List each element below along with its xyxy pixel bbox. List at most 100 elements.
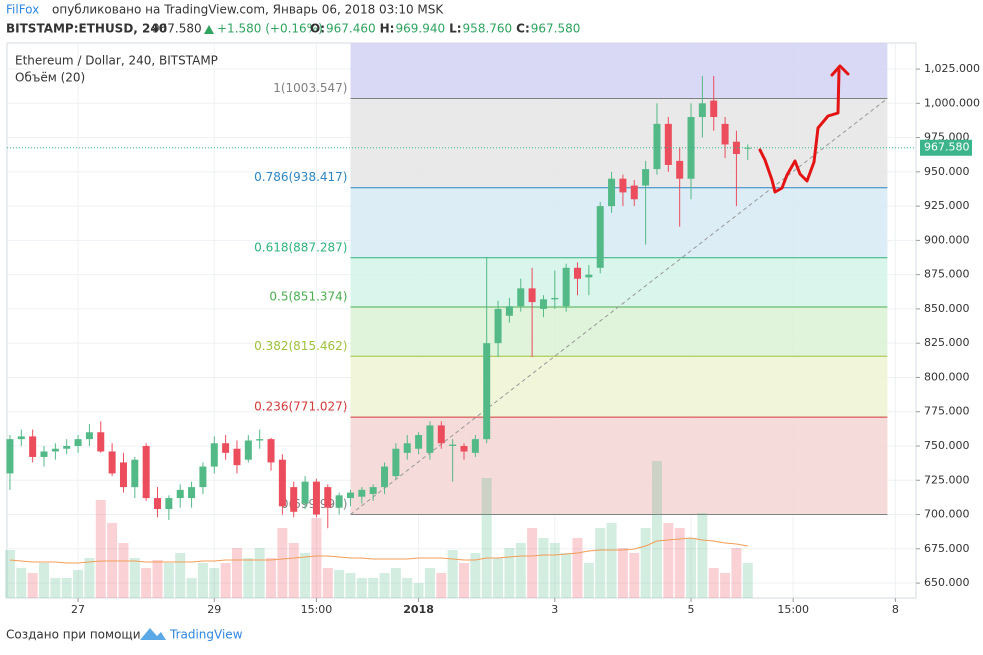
candle-body [630, 185, 638, 200]
volume-bar [266, 558, 277, 598]
candle-body [517, 288, 525, 307]
ohlc-value: 967.460 [326, 22, 376, 36]
candle-body [664, 123, 672, 165]
candle-body [131, 459, 139, 488]
candle-body [40, 451, 48, 457]
candle-body [381, 466, 389, 488]
fib-label: 0.786(938.417) [254, 170, 347, 184]
volume-bar [493, 558, 504, 598]
fib-zone [350, 307, 888, 357]
candle-body [710, 100, 718, 118]
y-tick-label: 800.000 [924, 370, 970, 383]
volume-title: Объём (20) [15, 71, 85, 85]
volume-bar [27, 573, 38, 598]
volume-bar [186, 578, 197, 598]
volume-bar [686, 538, 697, 598]
volume-bar [175, 553, 186, 598]
fib-label: 1(1003.547) [273, 81, 347, 95]
author[interactable]: FilFox [6, 3, 39, 17]
volume-bar [118, 543, 129, 598]
candle-body [528, 288, 536, 303]
volume-bar [549, 543, 560, 598]
brand[interactable]: TradingView [169, 628, 243, 642]
volume-bar [220, 563, 231, 598]
candle-body [539, 299, 547, 309]
volume-bar [243, 558, 254, 598]
candle-body [335, 495, 343, 508]
candle-body [312, 481, 320, 515]
y-tick-label: 950.000 [924, 165, 970, 178]
volume-bar [197, 563, 208, 598]
y-tick-label: 725.000 [924, 473, 970, 486]
volume-bar [447, 550, 458, 598]
candle-body [596, 206, 604, 268]
candle-body [63, 445, 71, 449]
volume-bar [527, 528, 538, 598]
volume-bar [720, 573, 731, 598]
volume-bar [368, 578, 379, 598]
volume-bar [617, 548, 628, 598]
fib-zone [350, 98, 888, 188]
candle-body [642, 169, 650, 186]
candle-body [460, 445, 468, 452]
candle-body [744, 147, 752, 149]
candle-body [483, 343, 491, 440]
volume-bar [708, 568, 719, 598]
candle-body [142, 445, 150, 499]
volume-bar [163, 563, 174, 598]
candle-body [574, 267, 582, 279]
hand-drawn-arrow [758, 64, 850, 194]
volume-bar [152, 560, 163, 598]
fib-zone [350, 187, 888, 258]
x-tick-label: 8 [892, 603, 899, 616]
change: +1.580 (+0.16%) [217, 22, 323, 36]
volume-bar [50, 578, 61, 598]
volume-bar [561, 553, 572, 598]
fib-label: 0.618(887.287) [254, 240, 347, 254]
candle-body [6, 439, 14, 474]
volume-bar [470, 553, 481, 598]
candle-body [403, 443, 411, 453]
y-tick-label: 775.000 [924, 405, 970, 418]
volume-bar [640, 528, 651, 598]
volume-bar [538, 538, 549, 598]
candle-body [176, 489, 184, 499]
candle-body [85, 432, 93, 440]
candle-body [267, 439, 275, 463]
volume-bar [141, 568, 152, 598]
volume-bar [583, 563, 594, 598]
last-price-box [920, 139, 972, 156]
candle-body [608, 178, 616, 207]
candle-body [17, 436, 25, 440]
brand-logo[interactable] [140, 628, 166, 640]
volume-bar [254, 548, 265, 598]
candle-body [154, 498, 162, 510]
candle-body [369, 487, 377, 494]
candle-body [551, 297, 559, 300]
fib-zone [350, 356, 888, 418]
volume-bar [595, 528, 606, 598]
candle-body [165, 498, 173, 510]
x-tick-label: 3 [551, 603, 558, 616]
candle-body [51, 448, 59, 452]
ohlc-value: 969.940 [395, 22, 445, 36]
candle-body [619, 178, 627, 193]
volume-bar [402, 578, 413, 598]
volume-bar [651, 461, 662, 598]
volume-bar [61, 578, 72, 598]
candle-body [301, 481, 309, 504]
x-tick-label: 15:00 [301, 603, 333, 616]
volume-bar [663, 523, 674, 598]
volume-bar [334, 570, 345, 598]
volume-bar [515, 543, 526, 598]
ohlc-key: H: [380, 22, 395, 36]
candle-body [244, 440, 252, 460]
published: опубликовано на TradingView.com, Январь … [52, 3, 444, 17]
x-tick-label: 27 [71, 603, 85, 616]
candle-body [210, 443, 218, 467]
candle-body [426, 425, 434, 453]
candle-body [97, 432, 105, 452]
candle-body [676, 160, 684, 179]
candle-body [358, 489, 366, 497]
candle-body [222, 443, 230, 453]
